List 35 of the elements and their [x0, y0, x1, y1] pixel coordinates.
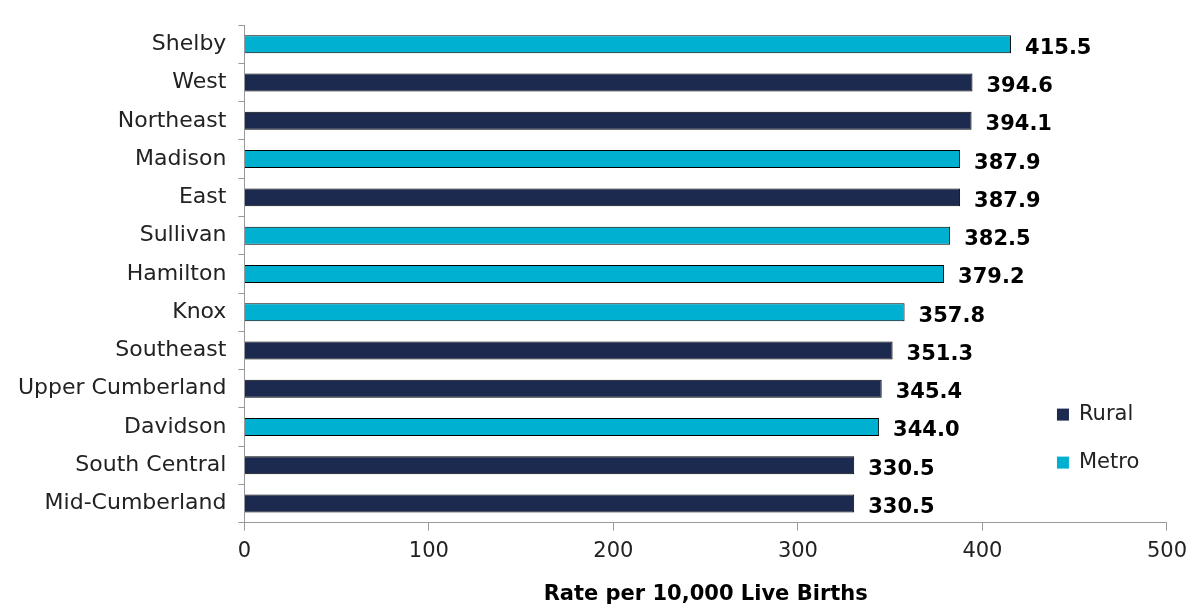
data-label: 394.6	[986, 73, 1053, 98]
data-label: 330.5	[868, 493, 935, 518]
data-label: 330.5	[868, 455, 935, 480]
y-tick-label: Northeast	[117, 106, 227, 132]
y-tick-label: Upper Cumberland	[18, 374, 227, 400]
data-label: 382.5	[964, 226, 1031, 251]
x-tick-label: 400	[962, 537, 1003, 562]
y-tick-label: Madison	[134, 144, 227, 170]
x-tick-label: 300	[777, 537, 818, 562]
y-tick-label: Sullivan	[139, 221, 227, 247]
y-tick-label: West	[172, 68, 227, 94]
y-tick-label: Hamilton	[126, 259, 227, 285]
legend-label: Metro	[1078, 449, 1140, 474]
legend-label: Rural	[1078, 401, 1134, 426]
y-tick-label: Knox	[172, 297, 227, 323]
data-label: 387.9	[974, 187, 1041, 212]
x-tick-label: 200	[593, 537, 634, 562]
x-tick-label: 100	[408, 537, 449, 562]
y-tick-label: Southeast	[115, 336, 227, 362]
data-label: 415.5	[1025, 34, 1092, 59]
data-label: 357.8	[918, 302, 986, 327]
y-tick-label: Shelby	[151, 30, 227, 56]
y-tick-label: East	[178, 183, 227, 209]
data-label: 351.3	[906, 340, 974, 365]
data-label: 394.1	[985, 111, 1052, 136]
y-tick-label: South Central	[75, 450, 227, 476]
x-tick-label: 0	[237, 537, 252, 562]
y-tick-label: Davidson	[124, 412, 227, 438]
data-label: 387.9	[974, 149, 1041, 174]
x-axis-title: Rate per 10,000 Live Births	[543, 580, 868, 605]
data-label: 379.2	[958, 264, 1025, 289]
data-label: 345.4	[895, 379, 963, 404]
y-tick-label: Mid-Cumberland	[44, 489, 227, 515]
data-label: 344.0	[893, 417, 960, 442]
x-tick-label: 500	[1146, 537, 1188, 562]
